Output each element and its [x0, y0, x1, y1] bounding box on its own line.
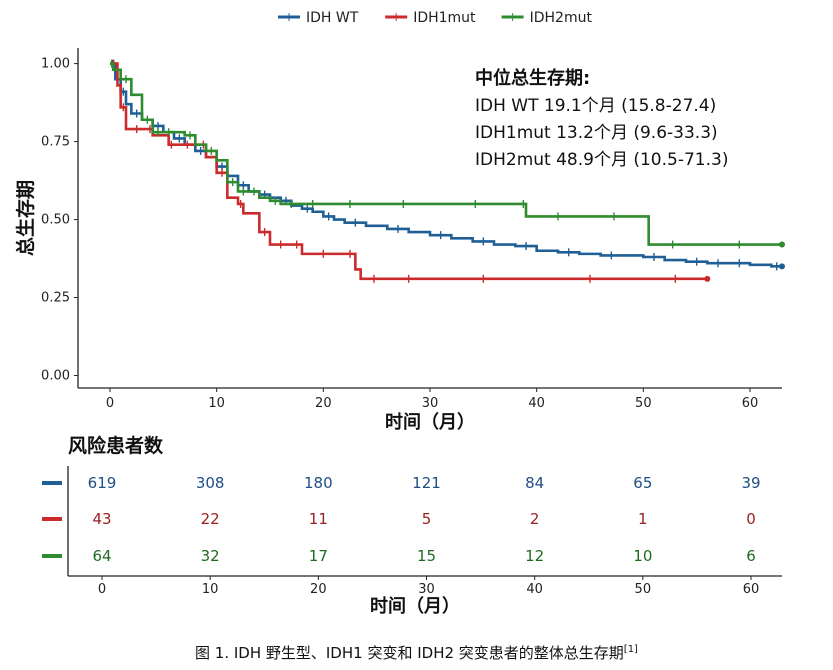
x-tick-label-2: 20: [315, 396, 332, 411]
risk-table-title: 风险患者数: [68, 434, 164, 457]
risk-cell: 2: [530, 510, 540, 528]
y-tick-label-0: 0.00: [41, 369, 70, 384]
risk-cell: 64: [92, 547, 111, 565]
x-tick-label-4: 40: [528, 396, 545, 411]
y-tick-label-2: 0.50: [41, 213, 70, 228]
figure-caption: 图 1. IDH 野生型、IDH1 突变和 IDH2 突变患者的整体总生存期[1…: [0, 642, 833, 663]
series-line-1: [110, 62, 708, 281]
risk-cell: 5: [422, 510, 432, 528]
annotation-line-2: IDH2mut 48.9个月 (10.5-71.3): [475, 150, 728, 170]
risk-x-axis-label: 时间（月）: [370, 596, 460, 617]
caption-ref: [1]: [623, 644, 638, 655]
risk-cell: 1: [638, 510, 648, 528]
x-tick-label-1: 10: [208, 396, 225, 411]
risk-cell: 17: [309, 547, 328, 565]
risk-cell: 84: [525, 474, 544, 492]
risk-cell: 12: [525, 547, 544, 565]
legend-marker-0: +: [284, 10, 294, 24]
x-tick-label-5: 50: [635, 396, 652, 411]
annotation-line-1: IDH1mut 13.2个月 (9.6-33.3): [475, 123, 718, 143]
risk-cell: 11: [309, 510, 328, 528]
risk-cell: 0: [746, 510, 756, 528]
legend-label-1: IDH1mut: [413, 10, 476, 26]
risk-x-tick-label-4: 40: [526, 582, 543, 597]
risk-cell: 180: [304, 474, 333, 492]
risk-cell: 121: [412, 474, 441, 492]
risk-x-tick-label-5: 50: [635, 582, 652, 597]
legend-label-0: IDH WT: [306, 10, 359, 26]
y-axis-label: 总生存期: [14, 180, 37, 256]
legend-marker-1: +: [391, 10, 401, 24]
risk-cell: 6: [746, 547, 756, 565]
risk-cell: 22: [201, 510, 220, 528]
annotation-title: 中位总生存期:: [475, 67, 590, 89]
x-tick-label-0: 0: [106, 396, 114, 411]
series-end-point-2: [779, 241, 785, 248]
x-axis-label: 时间（月）: [385, 412, 475, 433]
legend-marker-2: +: [508, 10, 518, 24]
series-end-point-1: [704, 275, 711, 282]
y-tick-label-3: 0.75: [41, 135, 70, 150]
risk-cell: 32: [201, 547, 220, 565]
annotation-line-0: IDH WT 19.1个月 (15.8-27.4): [475, 96, 716, 116]
risk-x-tick-label-2: 20: [310, 582, 327, 597]
risk-cell: 10: [633, 547, 652, 565]
risk-cell: 15: [417, 547, 436, 565]
series-end-point-0: [779, 263, 785, 270]
risk-x-tick-label-1: 10: [202, 582, 219, 597]
risk-cell: 65: [633, 474, 652, 492]
risk-cell: 39: [741, 474, 760, 492]
y-tick-label-1: 0.25: [41, 291, 70, 306]
km-chart: + IDH WT + IDH1mut + IDH2mut 0.00 0.25 0.50 0.75 1…: [14, 10, 785, 617]
legend-label-2: IDH2mut: [530, 10, 593, 26]
x-tick-label-3: 30: [422, 396, 439, 411]
caption-text: 图 1. IDH 野生型、IDH1 突变和 IDH2 突变患者的整体总生存期: [195, 644, 624, 662]
x-tick-label-6: 60: [742, 396, 759, 411]
risk-cell: 619: [88, 474, 117, 492]
risk-x-tick-label-6: 60: [743, 582, 760, 597]
risk-cell: 308: [196, 474, 225, 492]
risk-cell: 43: [92, 510, 111, 528]
y-tick-label-4: 1.00: [41, 57, 70, 72]
risk-x-tick-label-0: 0: [98, 582, 106, 597]
series-line-2: [110, 62, 782, 246]
risk-x-tick-label-3: 30: [418, 582, 435, 597]
